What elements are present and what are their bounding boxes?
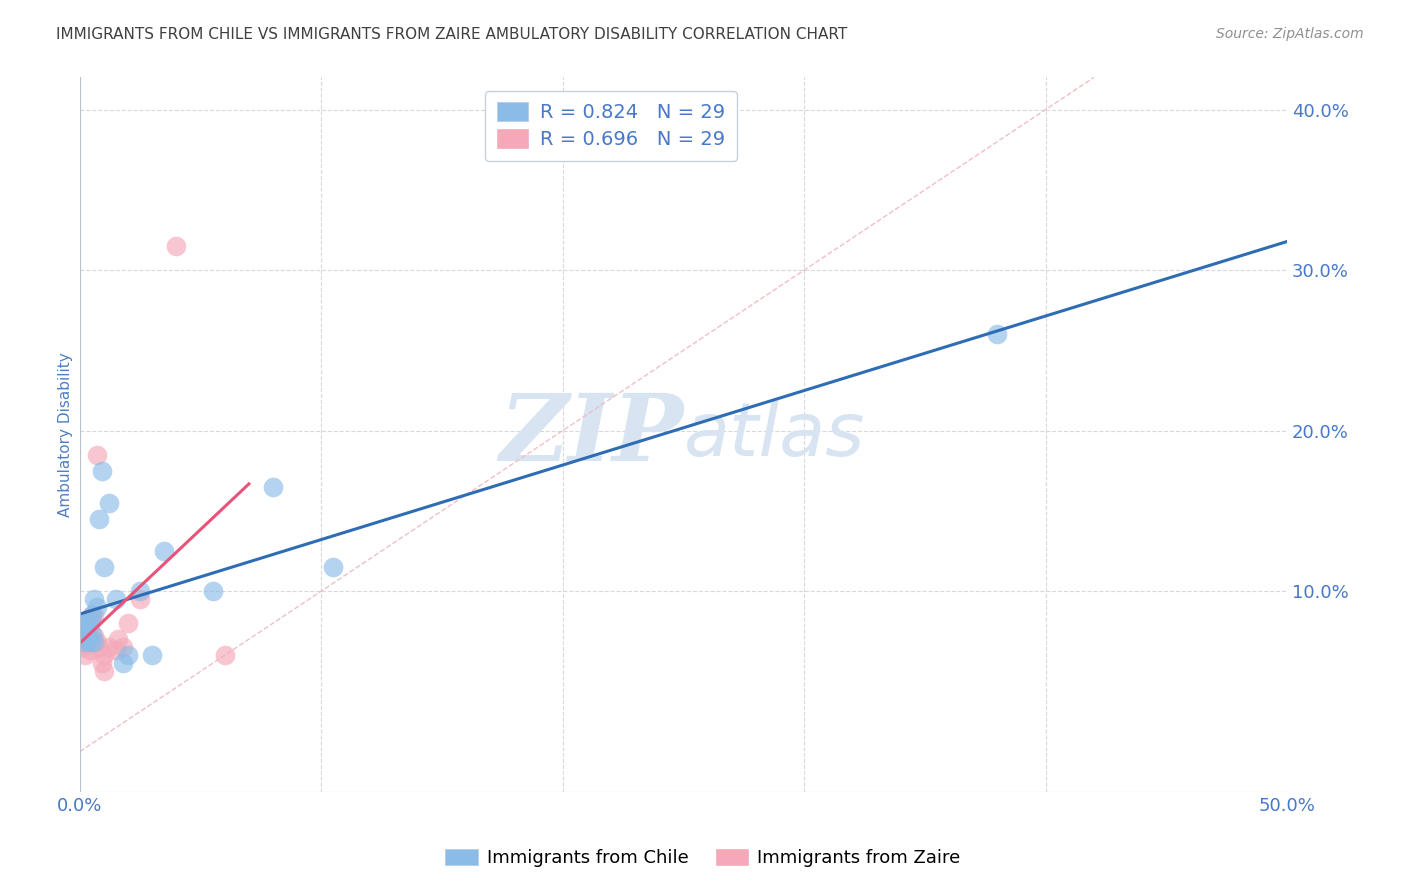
Point — [80, 632, 103, 647]
Point — [90, 464, 112, 478]
Point — [80, 608, 103, 623]
Point — [117, 648, 139, 663]
Point — [86, 600, 108, 615]
Point — [79, 643, 101, 657]
Point — [73, 648, 96, 663]
Point — [72, 616, 94, 631]
Point — [73, 632, 96, 647]
Point — [105, 592, 128, 607]
Point — [80, 613, 103, 627]
Point — [79, 635, 101, 649]
Point — [83, 635, 105, 649]
Text: Source: ZipAtlas.com: Source: ZipAtlas.com — [1216, 27, 1364, 41]
Point — [76, 616, 98, 631]
Point — [72, 627, 94, 641]
Y-axis label: Ambulatory Disability: Ambulatory Disability — [58, 352, 73, 517]
Legend: R = 0.824   N = 29, R = 0.696   N = 29: R = 0.824 N = 29, R = 0.696 N = 29 — [485, 91, 737, 161]
Point — [86, 448, 108, 462]
Point — [86, 635, 108, 649]
Point — [79, 619, 101, 633]
Point — [73, 624, 96, 639]
Point — [97, 496, 120, 510]
Point — [83, 629, 105, 643]
Point — [322, 560, 344, 574]
Point — [129, 592, 152, 607]
Point — [83, 608, 105, 623]
Point — [73, 635, 96, 649]
Point — [90, 657, 112, 671]
Point — [72, 624, 94, 639]
Point — [201, 584, 224, 599]
Point — [73, 616, 96, 631]
Point — [986, 327, 1008, 342]
Point — [165, 239, 187, 253]
Point — [76, 619, 98, 633]
Point — [105, 643, 128, 657]
Point — [141, 648, 163, 663]
Point — [89, 640, 111, 655]
Point — [83, 592, 105, 607]
Point — [79, 613, 101, 627]
Point — [153, 544, 176, 558]
Point — [117, 616, 139, 631]
Point — [89, 512, 111, 526]
Point — [80, 627, 103, 641]
Point — [97, 640, 120, 655]
Point — [93, 560, 115, 574]
Point — [76, 629, 98, 643]
Text: IMMIGRANTS FROM CHILE VS IMMIGRANTS FROM ZAIRE AMBULATORY DISABILITY CORRELATION: IMMIGRANTS FROM CHILE VS IMMIGRANTS FROM… — [56, 27, 848, 42]
Point — [112, 657, 135, 671]
Point — [93, 648, 115, 663]
Point — [80, 608, 103, 623]
Point — [107, 632, 129, 647]
Legend: Immigrants from Chile, Immigrants from Zaire: Immigrants from Chile, Immigrants from Z… — [439, 841, 967, 874]
Point — [262, 480, 284, 494]
Point — [112, 640, 135, 655]
Point — [76, 624, 98, 639]
Point — [76, 629, 98, 643]
Point — [129, 584, 152, 599]
Point — [76, 635, 98, 649]
Point — [73, 632, 96, 647]
Point — [214, 648, 236, 663]
Point — [93, 665, 115, 679]
Text: ZIP: ZIP — [499, 390, 683, 480]
Point — [72, 640, 94, 655]
Text: atlas: atlas — [683, 399, 865, 471]
